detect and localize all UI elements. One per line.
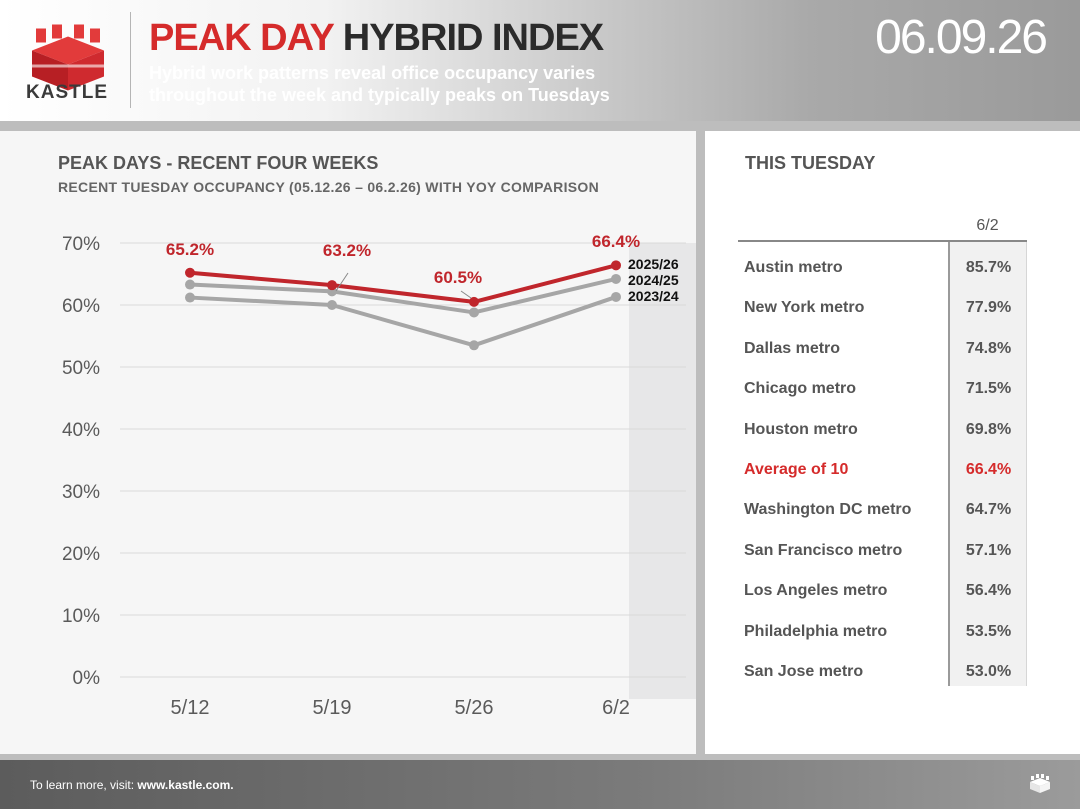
chart-title: PEAK DAYS - RECENT FOUR WEEKS: [58, 153, 379, 173]
logo-wordmark: KASTLE: [26, 82, 108, 103]
latest-week-band: [629, 243, 696, 699]
table-header-rule: [738, 240, 1027, 242]
label-leader-line: [335, 272, 349, 292]
data-point: [611, 291, 621, 302]
data-point: [327, 300, 337, 310]
x-tick-label: 5/12: [171, 697, 210, 719]
table-row: Houston metro 69.8%: [705, 411, 1080, 451]
table-row: Washington DC metro 64.7%: [705, 491, 1080, 531]
header-divider: [130, 12, 131, 108]
table-row: Average of 10 66.4%: [705, 451, 1080, 491]
metro-value: 74.8%: [965, 339, 1012, 357]
y-tick-label: 70%: [62, 234, 100, 255]
data-label: 66.4%: [592, 232, 640, 251]
table-row: Chicago metro 71.5%: [705, 370, 1080, 410]
metro-name: Los Angeles metro: [744, 582, 888, 600]
data-point: [185, 267, 195, 278]
report-date: 06.09.26: [875, 11, 1048, 64]
table-row: San Jose metro 53.0%: [705, 653, 1080, 693]
y-tick-label: 10%: [62, 606, 100, 627]
metro-value: 77.9%: [965, 299, 1012, 317]
metro-value: 53.5%: [965, 622, 1012, 640]
data-label: 65.2%: [166, 240, 214, 259]
table-right-rule: [1026, 242, 1027, 686]
metro-value: 64.7%: [965, 501, 1012, 519]
table-row: Philadelphia metro 53.5%: [705, 613, 1080, 653]
header-banner: KASTLE PEAK DAY HYBRID INDEX Hybrid work…: [0, 0, 1080, 121]
metro-value: 71.5%: [965, 380, 1012, 398]
y-tick-label: 20%: [62, 544, 100, 565]
kastle-castle-logo: [32, 24, 104, 91]
metro-name: Washington DC metro: [744, 501, 912, 519]
metro-value: 56.4%: [965, 582, 1012, 600]
metro-table: Austin metro 85.7% New York metro 77.9% Dall…: [705, 249, 1080, 693]
table-row: San Francisco metro 57.1%: [705, 532, 1080, 572]
metro-name: New York metro: [744, 299, 865, 317]
data-point: [327, 280, 337, 291]
y-tick-label: 0%: [73, 668, 101, 689]
metro-name: San Francisco metro: [744, 541, 903, 559]
data-point: [611, 273, 621, 284]
metro-value: 57.1%: [965, 541, 1012, 559]
footer-label: To learn more, visit:: [30, 778, 138, 792]
this-tuesday-title: THIS TUESDAY: [745, 153, 876, 173]
metro-name: San Jose metro: [744, 662, 864, 680]
footer-bar: To learn more, visit: www.kastle.com.: [0, 760, 1080, 809]
series-line: [189, 277, 617, 315]
data-point: [469, 307, 479, 318]
table-row: New York metro 77.9%: [705, 289, 1080, 329]
metro-name: Houston metro: [744, 420, 858, 438]
chart-subtitle: RECENT TUESDAY OCCUPANCY (05.12.26 – 06.…: [58, 179, 600, 195]
series-label: 2025/26: [628, 256, 679, 272]
data-label: 60.5%: [434, 268, 482, 287]
castle-icon: [1030, 774, 1050, 793]
label-leader-line: [460, 290, 472, 299]
footer-link[interactable]: www.kastle.com.: [137, 778, 234, 792]
data-point: [185, 279, 195, 290]
data-point: [469, 296, 479, 307]
data-point: [469, 340, 479, 351]
data-label: 63.2%: [323, 241, 371, 260]
occupancy-line-chart: 0% 10% 20% 30% 40% 50% 60% 70% 5/12 5/19 5/26 6/2 20…: [62, 232, 696, 719]
data-point: [185, 292, 195, 303]
series-label: 2023/24: [628, 288, 679, 304]
metro-name: Dallas metro: [744, 339, 841, 357]
metro-value: 66.4%: [965, 460, 1012, 478]
metro-name: Average of 10: [744, 460, 849, 478]
y-tick-label: 40%: [62, 420, 100, 441]
series-line: [189, 263, 617, 304]
x-tick-label: 6/2: [602, 697, 630, 719]
table-column-rule: [948, 242, 950, 686]
metro-value: 53.0%: [965, 662, 1012, 680]
y-tick-label: 50%: [62, 358, 100, 379]
data-point: [611, 260, 621, 271]
page-subtitle: Hybrid work patterns reveal office occup…: [149, 63, 610, 105]
y-tick-label: 30%: [62, 482, 100, 503]
this-tuesday-panel: THIS TUESDAY 6/2 Austin metro 85.7% New Yo…: [705, 131, 1080, 754]
table-column-header: 6/2: [976, 217, 999, 234]
chart-panel: PEAK DAYS - RECENT FOUR WEEKS RECENT TUE…: [0, 131, 696, 754]
page-title-dark: HYBRID INDEX: [342, 17, 604, 59]
x-tick-label: 5/19: [313, 697, 352, 719]
metro-value: 85.7%: [965, 259, 1012, 276]
table-row: Dallas metro 74.8%: [705, 330, 1080, 370]
page-title: PEAK DAY HYBRID INDEX: [149, 16, 604, 60]
footer-text: To learn more, visit: www.kastle.com.: [30, 778, 234, 792]
series-line: [189, 295, 617, 348]
table-row: Los Angeles metro 56.4%: [705, 572, 1080, 612]
metro-name: Austin metro: [744, 259, 843, 276]
y-tick-label: 60%: [62, 296, 100, 317]
page-title-red: PEAK DAY: [149, 17, 334, 59]
metro-name: Philadelphia metro: [744, 622, 888, 640]
value-column-shade: [950, 242, 1027, 686]
table-row: Austin metro 85.7%: [705, 249, 1080, 289]
x-tick-label: 5/26: [455, 697, 494, 719]
metro-value: 69.8%: [965, 420, 1012, 438]
series-label: 2024/25: [628, 272, 679, 288]
metro-name: Chicago metro: [744, 380, 857, 398]
